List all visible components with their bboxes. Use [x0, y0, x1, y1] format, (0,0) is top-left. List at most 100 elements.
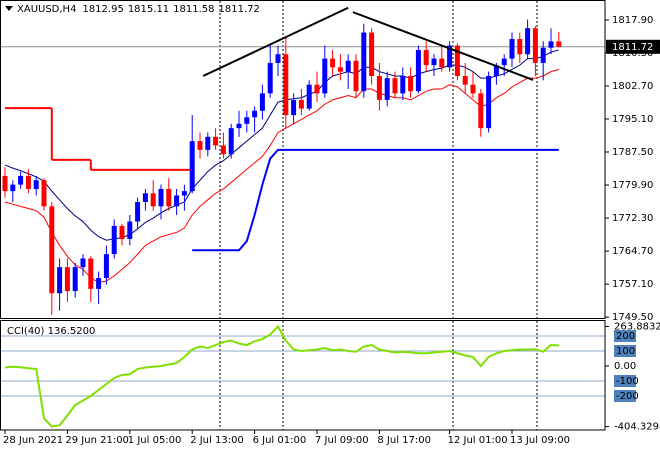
price-label-box	[606, 39, 660, 54]
y-tick-label: 1749.50	[612, 312, 653, 323]
candle-body	[236, 123, 242, 129]
symbol-dropdown-icon[interactable]	[5, 6, 13, 11]
candle-body	[166, 188, 172, 207]
candle-body	[540, 47, 546, 63]
candle-body	[423, 49, 429, 66]
plot-layer	[1, 6, 605, 428]
candle-body	[33, 180, 39, 189]
candle-body	[259, 93, 265, 111]
candle-body	[501, 58, 507, 66]
candle-body	[10, 184, 16, 192]
symbol-title: XAUUSD,H4	[17, 4, 76, 15]
candle-body	[96, 278, 102, 289]
candle-body	[72, 267, 78, 292]
candle-body	[493, 65, 499, 76]
x-tick-label: 29 Jun 21:00	[65, 435, 129, 446]
main-panel-frame	[0, 0, 606, 319]
candle-body	[400, 75, 406, 94]
candle-body	[337, 67, 343, 72]
candle-body	[267, 62, 273, 94]
candle-body	[439, 58, 445, 68]
x-tick-label: 7 Jul 09:00	[315, 435, 369, 446]
level-label-box	[614, 345, 636, 358]
candle-body	[454, 45, 460, 76]
candle-body	[525, 28, 531, 55]
candle-body	[135, 201, 141, 222]
candle-body	[80, 258, 86, 268]
candle-body	[517, 39, 523, 55]
level-label-box	[614, 389, 636, 402]
level-label: -200	[616, 391, 639, 402]
current-price-label: 1811.72	[612, 42, 653, 53]
candle-body	[25, 175, 31, 189]
candle-body	[119, 225, 125, 239]
candle-body	[57, 267, 63, 294]
chart-header: XAUUSD,H4 1812.95 1815.11 1811.58 1811.72	[17, 4, 260, 15]
candle-body	[142, 193, 148, 202]
candle-body	[228, 128, 234, 155]
level-label-box	[614, 330, 636, 343]
candle-body	[189, 141, 195, 192]
candle-body	[244, 117, 250, 124]
candle-body	[298, 99, 304, 109]
candle-body	[509, 39, 515, 59]
level-label: -100	[616, 376, 639, 387]
candle-body	[41, 180, 47, 207]
candle-body	[353, 60, 359, 92]
candle-body	[213, 136, 219, 146]
candle-body	[431, 58, 437, 66]
trend-line	[352, 11, 534, 81]
candle-body	[174, 195, 180, 207]
candle-body	[49, 206, 55, 294]
candle-body	[306, 84, 312, 109]
cci-line	[4, 324, 559, 428]
candle-body	[111, 225, 117, 255]
overlay-layer: 1749.50 1757.10 1764.70 1772.30 1779.90 1787.…	[3, 15, 660, 446]
y-tick-label: 1764.70	[612, 246, 653, 257]
candle-body	[181, 191, 187, 196]
candle-body	[88, 258, 94, 289]
x-tick-label: 1 Jul 05:00	[128, 435, 182, 446]
candle-body	[408, 75, 414, 92]
candle-body	[548, 41, 554, 48]
candle-body	[462, 75, 468, 85]
day-separators	[219, 1, 538, 430]
y-tick-label: -404.3298	[614, 422, 660, 433]
header-high: 1815.11	[128, 4, 169, 15]
y-tick-label: 1757.10	[612, 279, 653, 290]
level-label-box	[614, 374, 636, 387]
cci-title: CCI(40) 136.5200	[7, 326, 95, 337]
candle-body	[376, 75, 382, 100]
candle-body	[330, 58, 336, 68]
candle-body	[2, 175, 8, 192]
candle-body	[283, 54, 289, 116]
candle-body	[291, 99, 297, 116]
candle-body	[220, 145, 226, 155]
y-tick-label: 1787.50	[612, 147, 653, 158]
candle-body	[103, 254, 109, 279]
candle-body	[150, 193, 156, 207]
candle-body	[205, 136, 211, 150]
header-low: 1811.58	[173, 4, 214, 15]
y-tick-label: 0.00	[614, 361, 636, 372]
candle-body	[415, 49, 421, 92]
candle-body	[314, 84, 320, 94]
candle-body	[158, 188, 164, 207]
y-tick-label: 263.8832	[614, 321, 660, 332]
candle-body	[345, 60, 351, 72]
header-close: 1811.72	[219, 4, 260, 15]
candle-body	[447, 45, 453, 68]
x-tick-label: 2 Jul 13:00	[190, 435, 244, 446]
y-tick-label: 1779.90	[612, 180, 653, 191]
y-tick-label: 1772.30	[612, 213, 653, 224]
candle-body	[64, 267, 70, 292]
candle-body	[197, 141, 203, 150]
x-tick-label: 13 Jul 09:00	[510, 435, 570, 446]
header-open: 1812.95	[82, 4, 123, 15]
candle-body	[252, 110, 258, 118]
candle-body	[470, 84, 476, 94]
indicator-line	[4, 49, 559, 241]
y-tick-label: 1802.70	[612, 81, 653, 92]
